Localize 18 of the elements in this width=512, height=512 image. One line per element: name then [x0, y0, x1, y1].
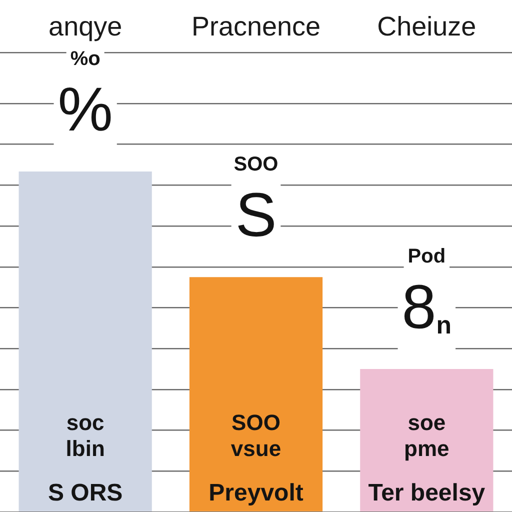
- annotation: SOO: [232, 410, 280, 436]
- annotation: 8n: [402, 273, 452, 342]
- text: %o: [70, 48, 100, 70]
- x-tick-label: anqye: [48, 12, 122, 42]
- text: %: [58, 76, 113, 145]
- annotation: Preyvolt: [208, 480, 304, 507]
- x-tick-label: Cheiuze: [377, 12, 476, 42]
- annotation: S: [235, 181, 277, 250]
- annotation: pme: [404, 436, 450, 462]
- annotation: Ter beelsy: [368, 480, 486, 507]
- annotation: Pod: [408, 246, 446, 268]
- x-tick-label: Pracnence: [191, 12, 321, 42]
- annotation: vsue: [230, 436, 282, 462]
- annotation: S ORS: [48, 480, 123, 507]
- annotation: lbin: [66, 436, 105, 462]
- annotation: soe: [408, 410, 446, 436]
- annotation: SOO: [234, 154, 278, 176]
- annotation: soc: [66, 410, 104, 436]
